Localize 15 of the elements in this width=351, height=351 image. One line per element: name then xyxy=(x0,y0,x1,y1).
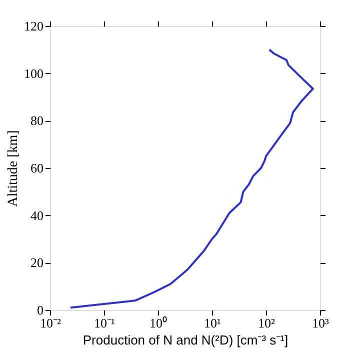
y-tick-label: 60 xyxy=(30,160,44,176)
y-axis-title: Altitude [km] xyxy=(6,130,21,207)
y-tick-label: 20 xyxy=(30,255,44,270)
x-tick-label: 10⁰ xyxy=(150,316,168,330)
y-tick-label: 100 xyxy=(24,66,44,81)
x-axis-title: Production of N and N(²D) [cm⁻³ s⁻¹] xyxy=(82,332,288,348)
x-tick-label: 10⁻¹ xyxy=(94,316,116,330)
x-tick-label: 10³ xyxy=(312,316,330,330)
x-tick-label: 10¹ xyxy=(204,316,222,330)
y-tick-label: 120 xyxy=(24,18,44,34)
y-tick-label: 0 xyxy=(37,302,44,318)
y-tick-label: 40 xyxy=(30,208,44,223)
x-tick-label: 10⁻² xyxy=(40,316,62,330)
x-tick-label: 10² xyxy=(258,316,276,330)
y-tick-label: 80 xyxy=(30,113,44,128)
